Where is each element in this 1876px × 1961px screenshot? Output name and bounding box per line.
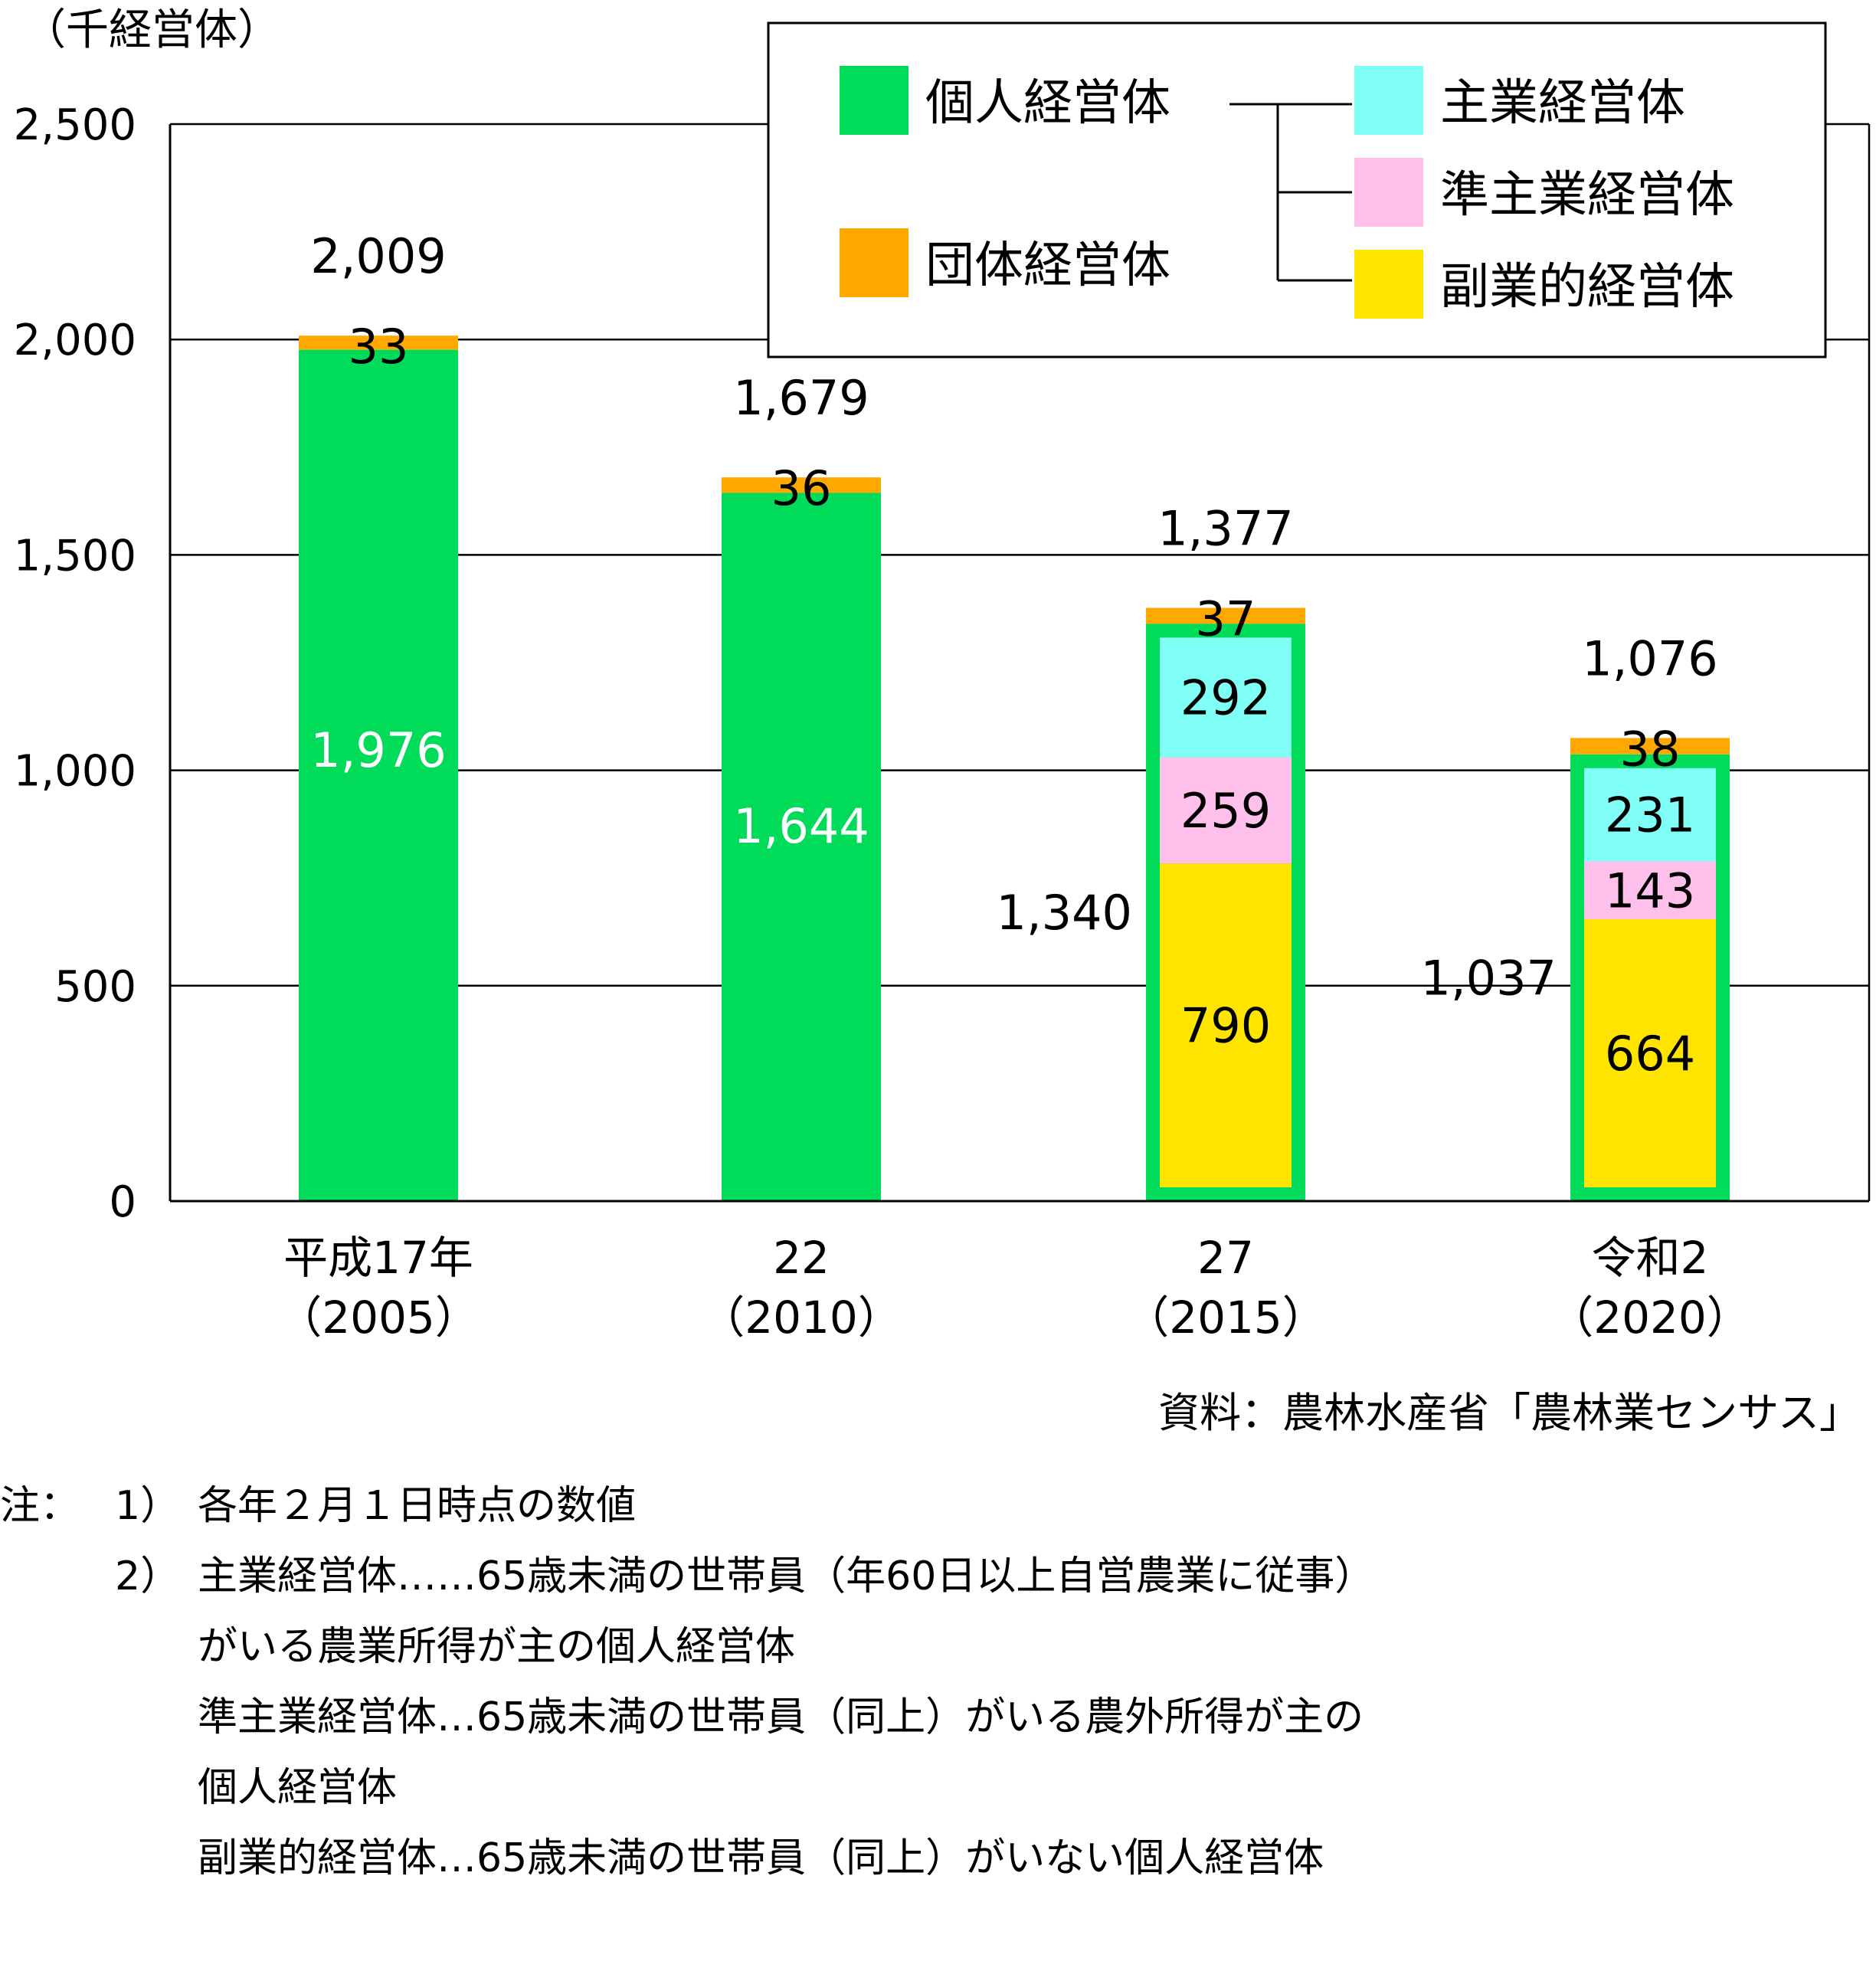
y-tick-label: 2,000: [14, 316, 136, 365]
y-tick-label: 1,000: [14, 747, 136, 797]
data-label-total: 1,679: [733, 370, 869, 426]
data-label-main: 231: [1605, 787, 1695, 843]
bar-main: [1584, 768, 1716, 862]
legend-swatch-organization: [840, 228, 909, 297]
x-tick-label: 22: [773, 1232, 830, 1284]
axes: 0 500 1,000 1,500 2,000 2,500 平成17年 （2005） 22 （20…: [14, 100, 1871, 1344]
legend-swatch-side: [1354, 250, 1423, 319]
legend-swatch-individual: [840, 66, 909, 135]
data-label-individual: 1,340: [997, 885, 1133, 941]
footnotes: 注： 1） 各年２月１日時点の数値 2） 主業経営体……65歳未満の世帯員（年60日以…: [0, 1471, 1876, 1894]
footnote-2-line-4: 個人経営体: [198, 1765, 398, 1811]
data-labels: 1,976 33 2,009 1,644 36 1,679 790 259 292 1,340 37…: [310, 228, 1718, 1082]
bar-semi: [1584, 861, 1716, 919]
legend-label-semi: 準主業経営体: [1440, 167, 1734, 224]
data-label-total: 2,009: [310, 228, 447, 284]
legend-label-side: 副業的経営体: [1440, 259, 1734, 316]
footnote-2-line-5: 副業的経営体…65歳未満の世帯員（同上）がいない個人経営体: [198, 1835, 1324, 1881]
bar-side: [1584, 918, 1716, 1187]
legend-label-individual: 個人経営体: [925, 75, 1170, 132]
data-label-side: 790: [1180, 998, 1271, 1054]
note-2-line-1: 主業経営体……65歳未満の世帯員（年60日以上自営農業に従事）: [198, 1553, 1375, 1599]
legend-bracket: [1229, 103, 1352, 282]
legend-swatch-semi: [1354, 158, 1423, 227]
bar-individual: [722, 493, 881, 1201]
footnote-2-line-3: 準主業経営体…65歳未満の世帯員（同上）がいる農外所得が主の: [198, 1694, 1364, 1740]
note-2-number: 2）: [115, 1553, 181, 1599]
source-note: 資料：農林水産省「農林業センサス」: [1158, 1389, 1861, 1437]
legend-swatch-main: [1354, 66, 1423, 135]
data-label-organization: 38: [1620, 721, 1681, 777]
bars: [299, 336, 1730, 1201]
bar-individual: [299, 349, 458, 1201]
data-label-individual: 1,644: [733, 798, 869, 854]
footnote-2-line-2: がいる農業所得が主の個人経営体: [198, 1624, 796, 1670]
x-tick-label-year: （2005）: [277, 1292, 480, 1344]
data-label-organization: 36: [771, 460, 832, 516]
y-axis-unit-label: （千経営体）: [23, 5, 280, 55]
y-tick-label: 500: [54, 962, 136, 1012]
x-tick-label-year: （2015）: [1125, 1292, 1327, 1344]
bar-main: [1160, 637, 1292, 758]
legend: 個人経営体 団体経営体 主業経営体 準主業経営体 副業的経営体: [767, 21, 1827, 358]
x-tick-label-year: （2020）: [1549, 1292, 1751, 1344]
x-tick-label: 令和2: [1592, 1232, 1709, 1284]
data-label-semi: 259: [1180, 783, 1271, 839]
data-label-main: 292: [1180, 670, 1271, 726]
legend-box: [767, 21, 1827, 358]
legend-label-organization: 団体経営体: [925, 237, 1170, 294]
data-label-organization: 33: [349, 319, 409, 375]
data-label-total: 1,377: [1157, 501, 1294, 557]
x-tick-label-year: （2010）: [700, 1292, 902, 1344]
data-label-individual: 1,976: [310, 722, 447, 778]
bar-organization: [299, 336, 458, 350]
data-label-side: 664: [1605, 1026, 1695, 1082]
bar-organization: [1146, 607, 1305, 624]
bar-side: [1160, 863, 1292, 1187]
bar-organization: [722, 477, 881, 493]
data-label-total: 1,076: [1582, 630, 1718, 686]
note-1-number: 1）: [115, 1483, 181, 1529]
x-tick-label: 27: [1197, 1232, 1254, 1284]
bar-semi: [1160, 757, 1292, 864]
y-tick-label: 1,500: [14, 531, 136, 581]
x-tick-label: 平成17年: [283, 1232, 473, 1284]
y-tick-label: 2,500: [14, 100, 136, 150]
data-label-individual: 1,037: [1421, 950, 1557, 1006]
stacked-bar-chart: （千経営体） 1,976 33 2,009 1,644 36 1,679 790 259 292…: [14, 5, 1871, 1344]
data-label-semi: 143: [1605, 863, 1695, 918]
y-tick-label: 0: [109, 1177, 136, 1227]
footnote-2: 2） 主業経営体……65歳未満の世帯員（年60日以上自営農業に従事）: [0, 1541, 1876, 1612]
note-prefix: 注：: [0, 1483, 80, 1529]
legend-label-main: 主業経営体: [1440, 75, 1685, 132]
footnote-1: 注： 1） 各年２月１日時点の数値: [0, 1471, 1876, 1541]
note-1-text: 各年２月１日時点の数値: [198, 1483, 637, 1529]
bar-organization: [1570, 738, 1730, 755]
data-label-organization: 37: [1196, 591, 1256, 647]
